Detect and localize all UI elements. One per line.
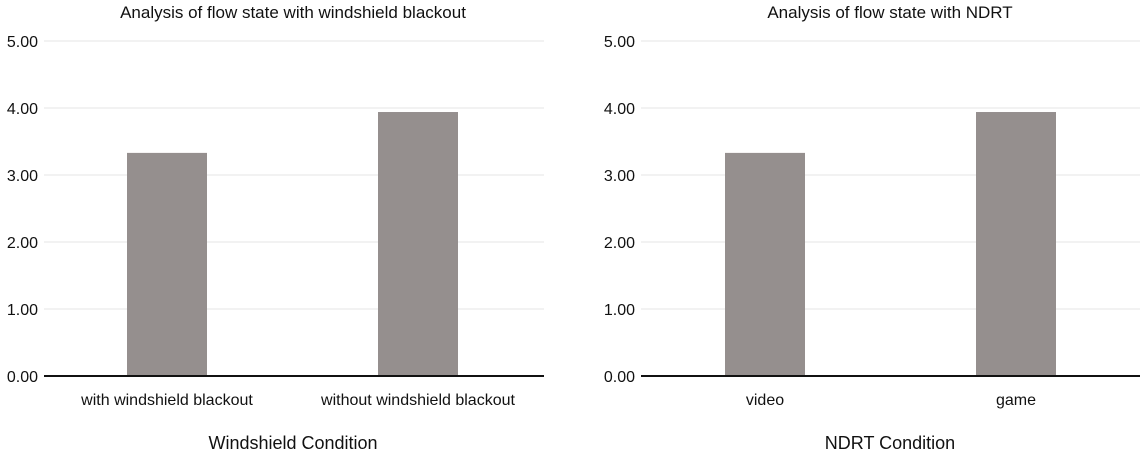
chart-windshield: Analysis of flow state with windshield b…	[7, 3, 544, 453]
bar	[127, 152, 207, 376]
gridlines	[44, 40, 544, 310]
y-tick-label: 4.00	[604, 101, 635, 118]
x-tick-label: video	[746, 392, 784, 409]
gridlines	[641, 40, 1140, 310]
x-tick-label: without windshield blackout	[320, 392, 515, 409]
y-tick-label: 5.00	[604, 34, 635, 51]
y-tick-labels: 0.00 1.00 2.00 3.00 4.00 5.00	[7, 34, 38, 386]
y-tick-label: 1.00	[604, 302, 635, 319]
bars	[725, 112, 1056, 377]
chart-title: Analysis of flow state with windshield b…	[120, 3, 466, 22]
x-tick-label: with windshield blackout	[80, 392, 253, 409]
chart-ndrt: Analysis of flow state with NDRT 0.00 1.0…	[604, 3, 1140, 453]
y-tick-labels: 0.00 1.00 2.00 3.00 4.00 5.00	[604, 34, 635, 386]
y-tick-label: 3.00	[604, 168, 635, 185]
y-tick-label: 2.00	[7, 235, 38, 252]
y-tick-label: 0.00	[7, 369, 38, 386]
bar	[725, 152, 805, 376]
y-tick-label: 5.00	[7, 34, 38, 51]
bars	[127, 112, 458, 377]
x-tick-labels: video game	[746, 392, 1036, 409]
chart-title: Analysis of flow state with NDRT	[767, 3, 1012, 22]
y-tick-label: 3.00	[7, 168, 38, 185]
bar	[976, 112, 1056, 377]
x-axis-label: NDRT Condition	[825, 433, 955, 453]
x-tick-label: game	[996, 392, 1036, 409]
y-tick-label: 0.00	[604, 369, 635, 386]
y-tick-label: 1.00	[7, 302, 38, 319]
y-tick-label: 2.00	[604, 235, 635, 252]
x-axis-label: Windshield Condition	[208, 433, 377, 453]
x-tick-labels: with windshield blackout without windshie…	[80, 392, 515, 409]
y-tick-label: 4.00	[7, 101, 38, 118]
bar	[378, 112, 458, 377]
